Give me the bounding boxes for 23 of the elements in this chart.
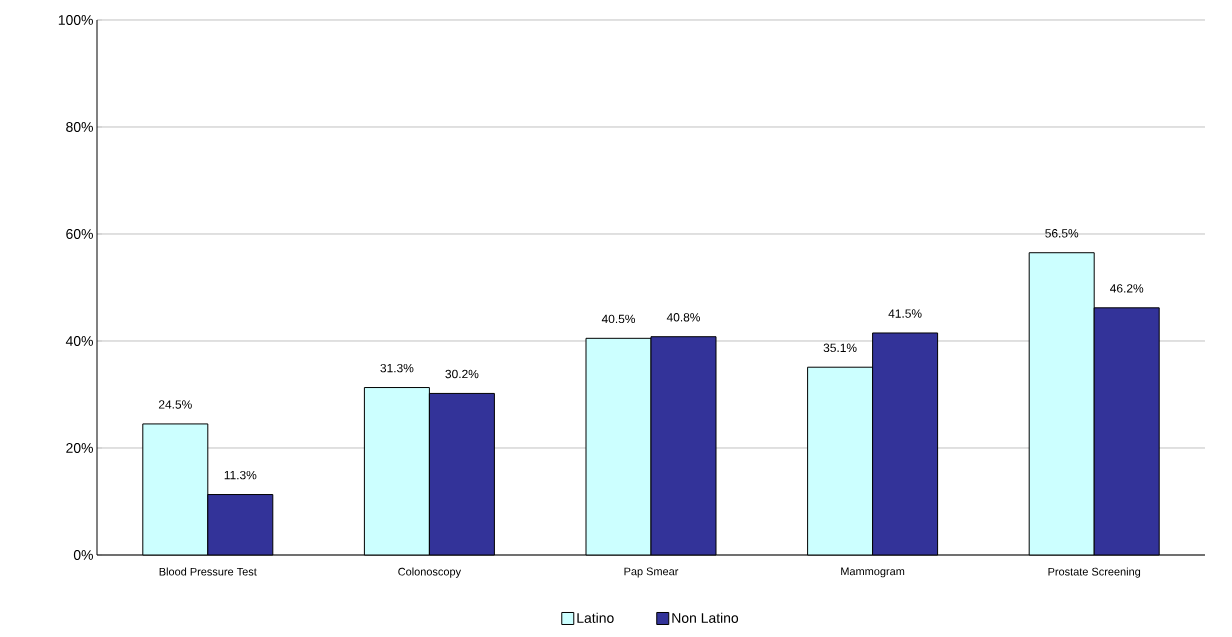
y-tick-label: 100% [58, 15, 93, 25]
data-label: 56.5% [1045, 229, 1079, 238]
y-tick-label: 0% [73, 550, 93, 560]
y-tick-label: 20% [66, 443, 93, 453]
x-tick-label: Pap Smear [624, 567, 679, 578]
y-tick-label: 40% [65, 336, 93, 346]
data-label: 41.5% [888, 309, 922, 318]
data-label: 40.5% [601, 314, 636, 324]
data-label: 24.5% [158, 400, 192, 409]
legend-label: Non Latino [672, 612, 739, 623]
data-label: 11.3% [224, 470, 257, 480]
data-label: 40.8% [666, 313, 701, 322]
legend-label: Latino [577, 612, 614, 623]
y-tick-label: 80% [66, 122, 93, 132]
data-label: 30.2% [445, 369, 479, 379]
x-tick-label: Prostate Screening [1048, 567, 1141, 578]
x-tick-label: Blood Pressure Test [159, 567, 257, 576]
data-label: 46.2% [1110, 284, 1144, 293]
data-label: 31.3% [380, 363, 414, 373]
x-tick-label: Colonoscopy [398, 567, 462, 578]
x-tick-label: Mammogram [841, 567, 905, 578]
data-label: 35.1% [823, 343, 857, 353]
y-tick-label: 60% [66, 229, 93, 239]
